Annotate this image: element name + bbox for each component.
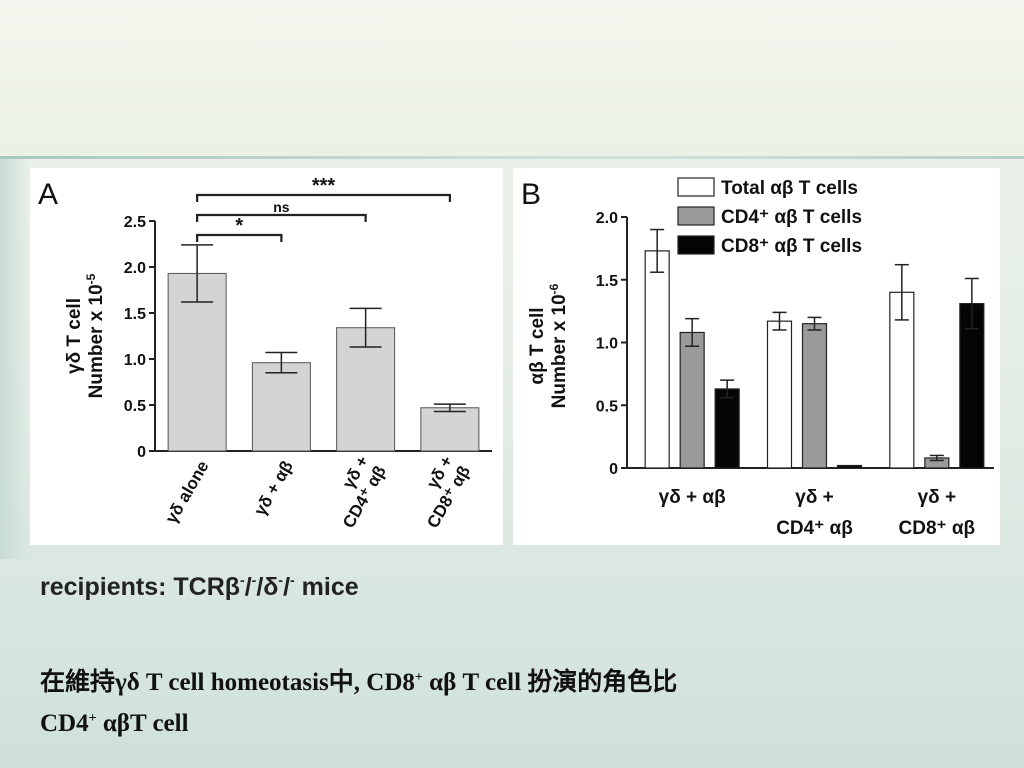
y-axis-title: γδ T cell Number x 10-5 — [64, 273, 107, 398]
y-axis-label-text: Number x 10 — [86, 284, 107, 398]
x-tick-label: γδ alone — [162, 458, 213, 527]
y-tick-label: 0.5 — [124, 398, 146, 415]
x-tick-label: γδ + αβ — [659, 487, 726, 508]
chart-a: Aγδ T cell Number x 10-5 0 0.5 1.0 1.5 2.0 2.5 *… — [38, 175, 492, 531]
caption-superscript: - — [251, 572, 257, 588]
significance-label: *** — [312, 175, 336, 197]
significance-label: * — [235, 215, 243, 237]
bar — [766, 320, 793, 469]
bar — [959, 302, 985, 469]
bar — [644, 250, 670, 469]
recipients-caption: recipients: TCRβ-/-/δ-/- mice — [40, 572, 359, 602]
significance-label: ns — [273, 199, 290, 215]
legend-label: CD8⁺ αβ T cells — [721, 236, 862, 257]
significance-bracket — [196, 193, 451, 202]
note-text: CD4 — [40, 710, 89, 737]
caption-text: /δ — [256, 573, 279, 601]
note-superscript: + — [88, 711, 97, 726]
x-tick-label: CD8⁺ αβ — [899, 518, 976, 539]
x-category: γδ +CD4⁺ αβ — [339, 452, 390, 531]
bar — [801, 323, 828, 469]
x-tick-label: γδ + — [918, 487, 956, 508]
y-tick-label: 1.5 — [124, 306, 146, 323]
title-area — [0, 0, 1024, 158]
y-tick-label: 1.0 — [596, 336, 618, 353]
bar — [336, 327, 396, 452]
y-axis-label-text: Number x 10 — [549, 294, 570, 408]
y-tick-label: 0.5 — [596, 398, 618, 415]
y-axis-exponent: -6 — [547, 283, 561, 294]
y-tick-label: 1.0 — [124, 352, 146, 369]
x-category: γδ alone — [162, 458, 213, 527]
bar — [420, 407, 480, 452]
bar — [679, 331, 705, 469]
caption-text: / — [283, 573, 291, 601]
x-category: γδ +CD8⁺ αβ — [423, 452, 474, 531]
y-tick-label: 0 — [137, 444, 146, 461]
conclusion-note: 在維持γδ T cell homeotasis中, CD8+ αβ T cell… — [40, 660, 980, 742]
y-axis-label: γδ T cell — [64, 298, 85, 374]
caption-superscript: - — [278, 572, 284, 588]
x-category: γδ + αβ — [250, 458, 296, 519]
note-text: 在維持γδ T cell homeotasis中, CD8 — [40, 669, 415, 696]
legend-label: Total αβ T cells — [721, 178, 858, 199]
legend-label: CD4⁺ αβ T cells — [721, 207, 862, 228]
y-axis-label: Number x 10-6 — [547, 283, 570, 408]
bar — [714, 388, 740, 469]
y-axis-label: Number x 10-5 — [84, 273, 107, 398]
x-tick-label: γδ + — [795, 487, 833, 508]
legend-swatch — [677, 235, 715, 255]
caption-text: recipients: TCRβ — [40, 573, 241, 601]
note-text: αβ T cell 扮演的角色比 — [422, 669, 678, 696]
y-axis-exponent: -5 — [84, 273, 98, 284]
y-tick-label: 2.5 — [124, 214, 146, 231]
caption-text: mice — [294, 573, 359, 601]
y-tick-label: 2.0 — [124, 260, 146, 277]
x-tick-label: γδ + αβ — [250, 458, 296, 519]
panel-label: B — [521, 178, 541, 211]
bar — [251, 362, 311, 452]
significance-bracket — [196, 213, 367, 222]
bar — [889, 291, 915, 469]
y-axis-title: αβ T cell Number x 10-6 — [527, 283, 570, 408]
y-tick-label: 0 — [609, 461, 618, 478]
caption-superscript: - — [240, 572, 245, 588]
bar — [167, 272, 227, 452]
y-axis-label: αβ T cell — [527, 307, 548, 384]
chart-b: Bαβ T cell Number x 10-6 0 0.5 1.0 1.5 2.0 Tota… — [521, 177, 994, 539]
caption-superscript: - — [290, 572, 295, 588]
note-text: αβT cell — [96, 710, 189, 737]
significance-bracket — [196, 233, 283, 242]
legend-swatch — [677, 177, 715, 197]
caption-text: / — [244, 573, 252, 601]
note-superscript: + — [414, 670, 423, 685]
panel-label: A — [38, 178, 58, 211]
x-tick-label: CD4⁺ αβ — [776, 518, 853, 539]
header-divider — [0, 156, 1024, 159]
bar — [836, 464, 863, 469]
legend-swatch — [677, 206, 715, 226]
y-tick-label: 2.0 — [596, 210, 618, 227]
y-tick-label: 1.5 — [596, 273, 618, 290]
background-decoration — [0, 159, 30, 559]
